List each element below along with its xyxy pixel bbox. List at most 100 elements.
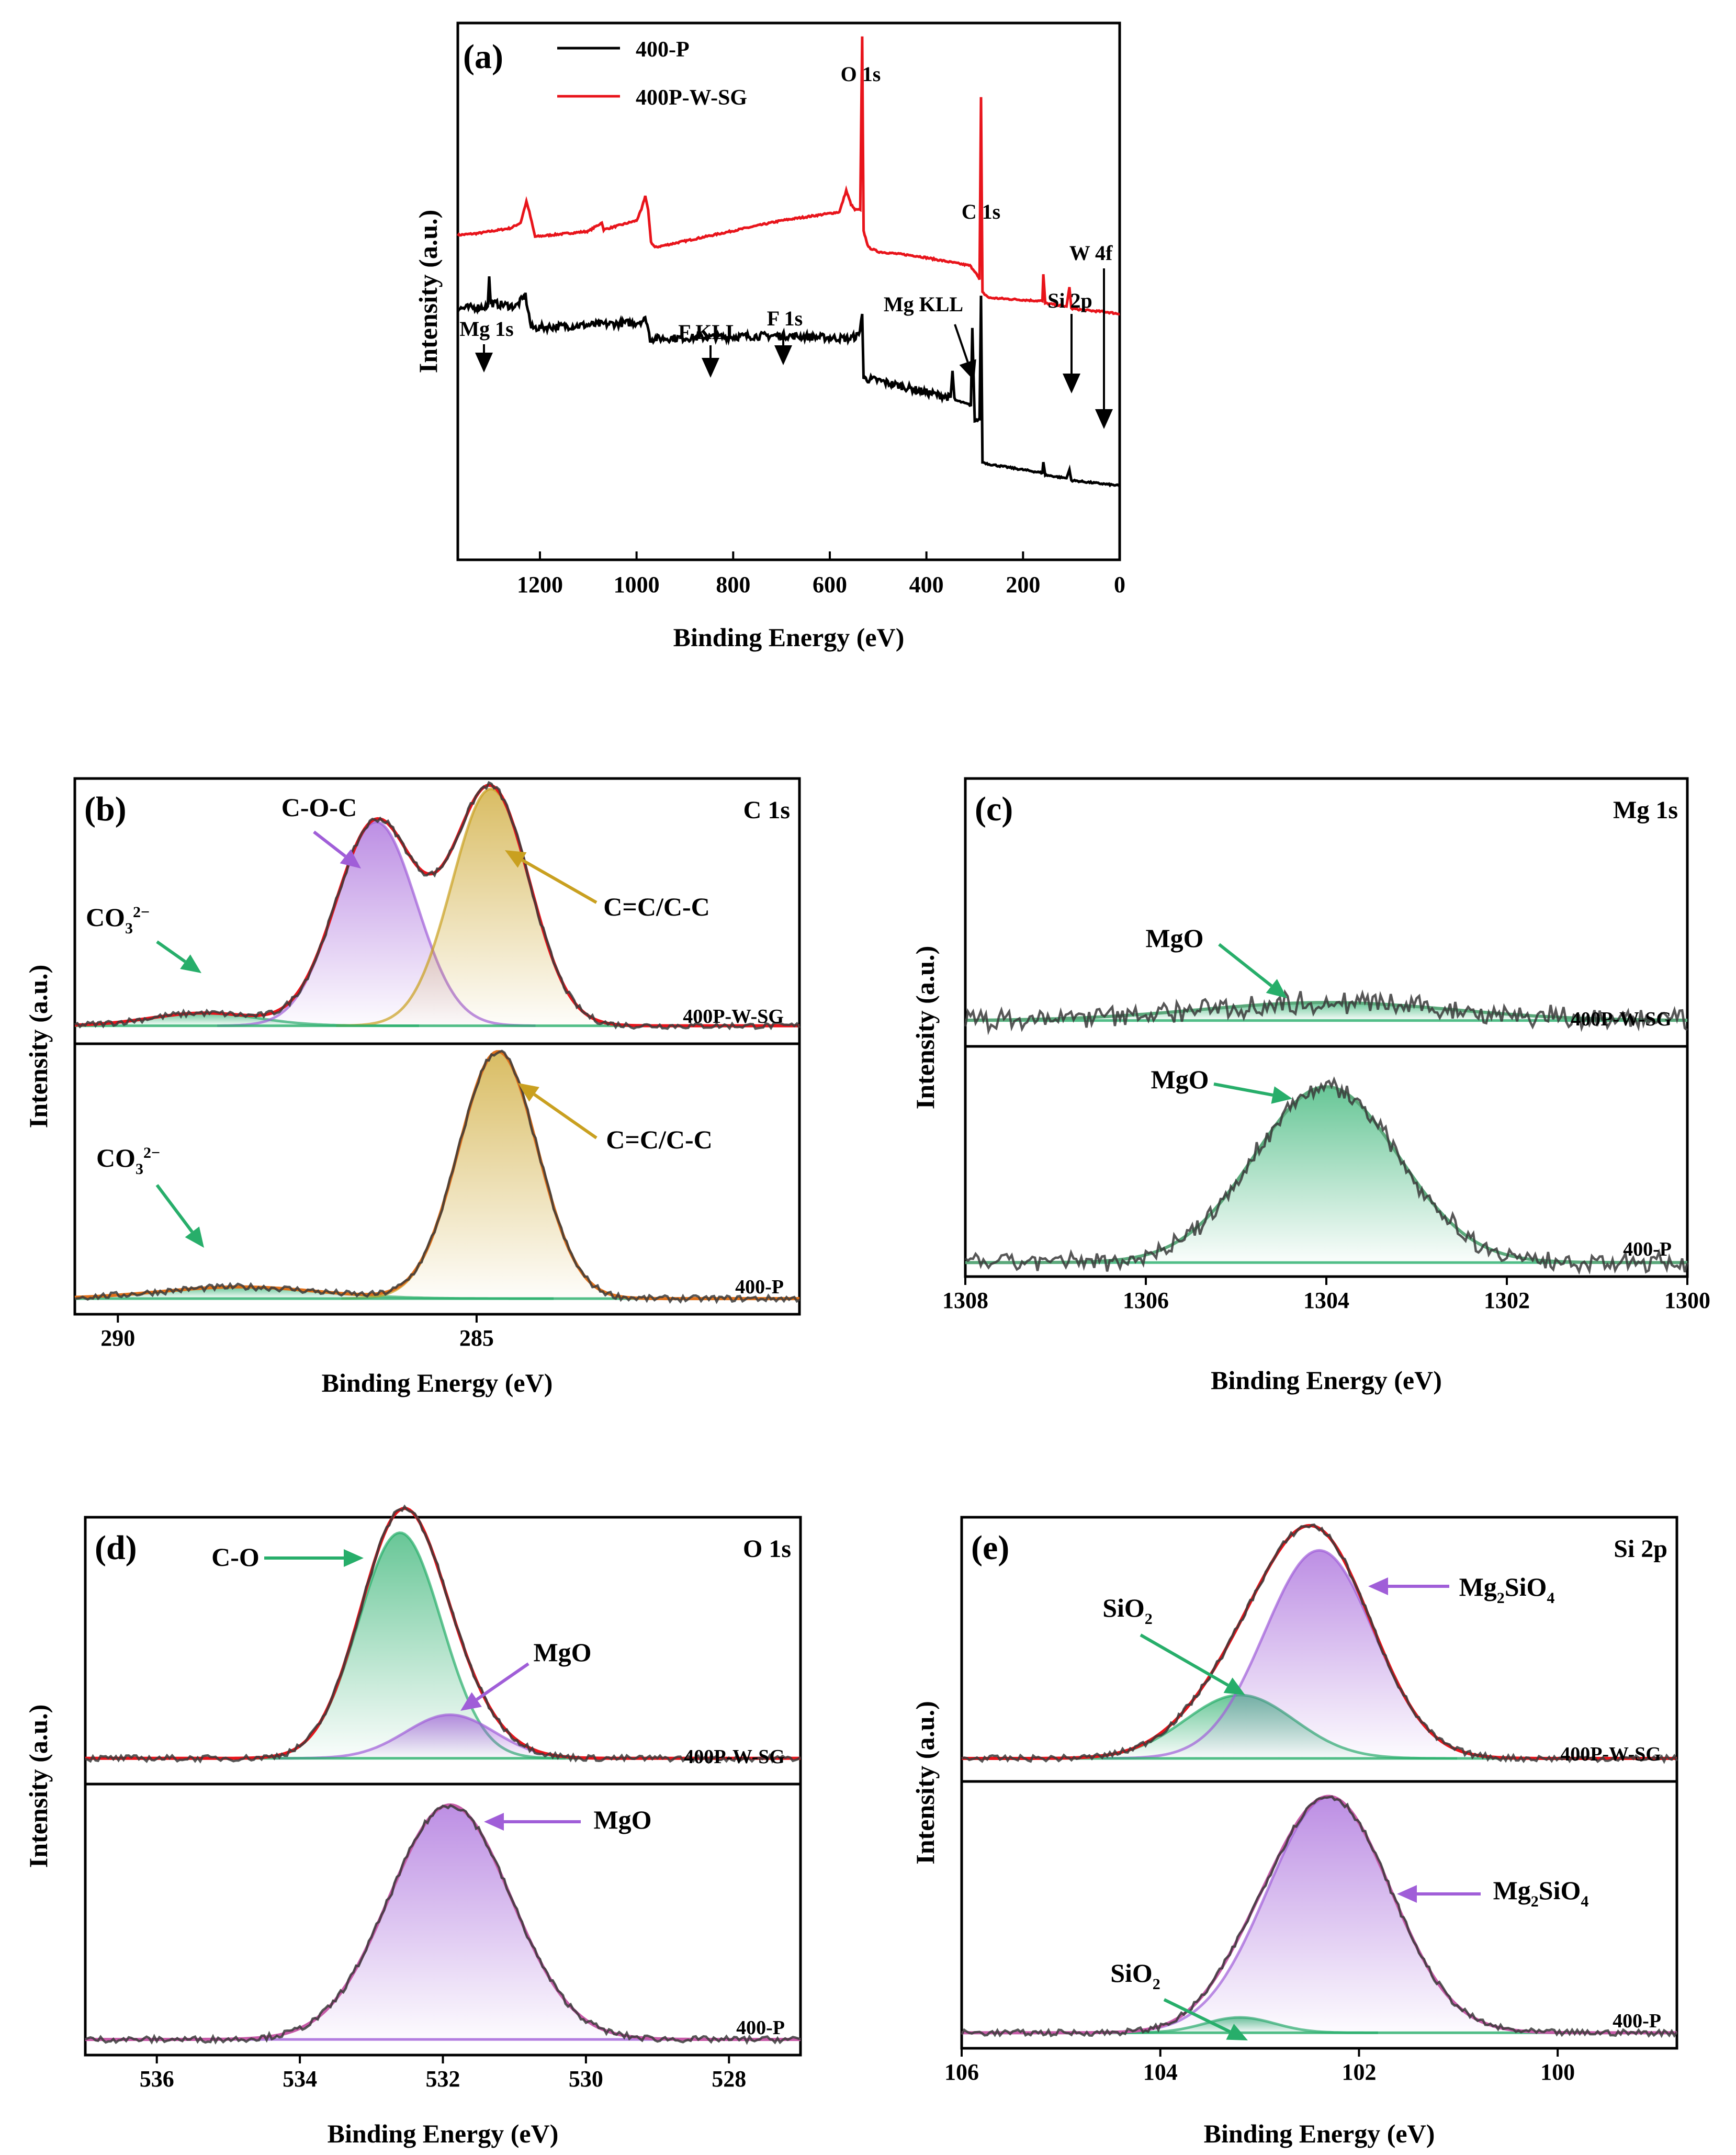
series-line-400-P (456, 276, 1120, 488)
x-tick-label-a: 800 (716, 572, 750, 597)
component-fill-C=C/C-C (341, 1052, 655, 1299)
component-label: MgO (533, 1638, 591, 1667)
x-axis-label-c: Binding Energy (eV) (1211, 1366, 1442, 1395)
component-arrow (1218, 943, 1287, 998)
component-label: C=C/C-C (606, 1125, 712, 1154)
x-tick-label-e: 106 (944, 2059, 979, 2085)
x-tick-label-b: 290 (100, 1325, 135, 1351)
x-tick-label-c: 1306 (1123, 1288, 1169, 1313)
peak-arrow (954, 324, 976, 381)
peak-label: C 1s (962, 200, 1000, 223)
peak-arrow (475, 344, 493, 373)
component-arrow (505, 850, 598, 904)
component-fill-MgO (274, 1714, 627, 1758)
arrow-head (484, 1813, 504, 1831)
arrow-head (1226, 2024, 1248, 2040)
peak-arrow (702, 345, 719, 378)
x-axis-label-a: Binding Energy (eV) (673, 623, 905, 652)
arrow-shaft (954, 324, 969, 363)
raw-data (961, 1795, 1678, 2038)
arrow-head (1266, 979, 1287, 998)
plot-frame-b (73, 777, 801, 1316)
arrow-head (959, 359, 976, 381)
peak-arrow (1095, 268, 1113, 429)
raw-data (74, 781, 801, 1031)
component-arrow (518, 1083, 598, 1139)
legend-label: 400P-W-SG (636, 86, 747, 110)
arrow-shaft (521, 859, 598, 904)
component-label: SiO2 (1102, 1593, 1153, 1628)
component-fill-Mg2SiO4 (1102, 1550, 1537, 1759)
sample-label-upper: 400P-W-SG (1560, 1743, 1661, 1765)
plot-frame-a (456, 21, 1121, 561)
component-arrow (1140, 1633, 1245, 1695)
arrow-head (1397, 1885, 1417, 1903)
arrow-shaft (1140, 1633, 1229, 1687)
arrow-shaft (1163, 1998, 1231, 2034)
arrow-shaft (155, 1184, 194, 1233)
peak-label: Mg 1s (459, 317, 513, 341)
arrow-head (1063, 374, 1080, 393)
component-label: SiO2 (1110, 1958, 1160, 1993)
x-tick-label-d: 528 (712, 2066, 746, 2092)
component-label: CO32− (86, 902, 150, 937)
lower-spectrum-d: 400-P MgO (85, 1803, 801, 2045)
component-arrow (460, 1662, 529, 1711)
panel-label-b: (b) (84, 790, 127, 828)
panel-title-e: Si 2p (1614, 1535, 1667, 1563)
component-label: C-O (211, 1542, 260, 1572)
legend-label: 400-P (636, 38, 690, 62)
component-fill-CO3 (75, 1013, 419, 1026)
upper-spectrum-b: 400P-W-SG C-O-C C=C/C-C CO32− (74, 781, 801, 1031)
component-label: Mg2SiO4 (1459, 1572, 1555, 1607)
x-tick-label-a: 0 (1114, 572, 1125, 597)
component-arrow (156, 940, 201, 973)
panel-e: 106 104 102 100 (e) Si 2p Binding Energy (eV) I… (910, 1516, 1678, 2148)
x-tick-label-a: 1000 (614, 572, 660, 597)
panel-a: 1200 1000 800 600 400 200 0 400-P 400P-W-SG (a) In… (413, 21, 1125, 652)
raw-data (74, 1050, 801, 1304)
arrow-head (475, 353, 493, 373)
x-tick-label-a: 600 (813, 572, 847, 597)
raw-data (85, 1804, 801, 2045)
panel-label-e: (e) (971, 1529, 1009, 1567)
component-label: Mg2SiO4 (1493, 1876, 1589, 1910)
sample-label-upper: 400P-W-SG (683, 1006, 784, 1028)
panel-b: 290 285 (b) C 1s Binding Energy (eV) Intensit… (24, 777, 801, 1397)
arrow-head (185, 1226, 204, 1248)
component-label: MgO (593, 1805, 651, 1834)
x-tick-label-c: 1304 (1303, 1288, 1349, 1313)
arrow-head (180, 954, 201, 973)
sample-label-lower: 400-P (1613, 2010, 1661, 2032)
sample-label-lower: 400-P (736, 2017, 785, 2039)
upper-spectrum-c: 400P-W-SG MgO (964, 923, 1688, 1035)
component-label: C=C/C-C (603, 892, 709, 921)
component-label: C-O-C (281, 793, 357, 822)
upper-spectrum-e: 400P-W-SG SiO2 Mg2SiO4 (961, 1523, 1678, 1765)
peak-label: W 4f (1069, 241, 1113, 265)
x-tick-label-a: 200 (1006, 572, 1040, 597)
y-axis-label-a: Intensity (a.u.) (413, 210, 443, 374)
arrow-head (340, 849, 361, 868)
component-arrow (1397, 1885, 1481, 1903)
x-tick-label-d: 536 (140, 2066, 174, 2092)
component-fill-MgO (1038, 1087, 1615, 1263)
arrow-head (1223, 1677, 1245, 1695)
panel-label-c: (c) (975, 790, 1013, 828)
x-tick-label-e: 102 (1342, 2059, 1376, 2085)
arrow-head (702, 358, 719, 378)
sample-label-upper: 400P-W-SG (684, 1746, 785, 1768)
component-arrow (484, 1813, 581, 1831)
component-arrow (155, 1184, 204, 1248)
x-axis-label-d: Binding Energy (eV) (328, 2119, 559, 2148)
component-fill-Mg2SiO4 (1084, 1797, 1575, 2033)
panel-c: 1308 1306 1304 1302 1300 (c) Mg 1s Binding Ener… (910, 777, 1710, 1395)
arrow-head (1095, 409, 1113, 429)
arrow-shaft (1213, 1082, 1273, 1097)
lower-spectrum-b: 400-P C=C/C-C CO32− (74, 1050, 801, 1304)
sample-label-upper: 400P-W-SG (1571, 1008, 1672, 1030)
panel-title-b: C 1s (743, 796, 790, 824)
peak-arrow (774, 333, 792, 365)
arrow-shaft (1218, 943, 1273, 987)
